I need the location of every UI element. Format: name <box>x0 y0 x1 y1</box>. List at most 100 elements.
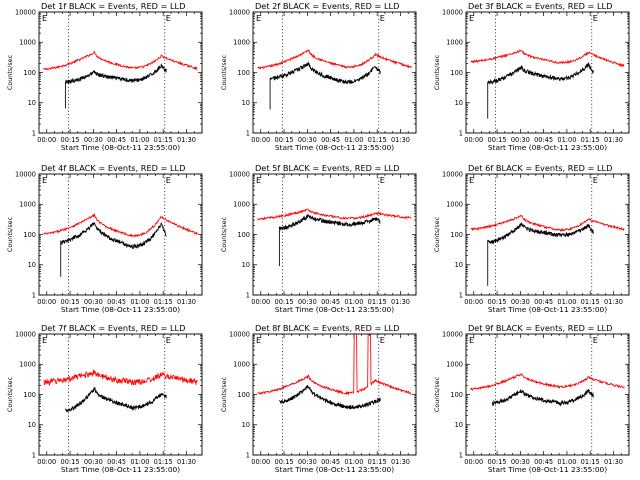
y-tick-label: 1000 <box>233 201 250 209</box>
y-tick-label: 10000 <box>229 330 250 338</box>
x-tick-label: 00:15 <box>61 136 80 144</box>
x-axis-label: Start Time (08-Oct-11 23:55:00) <box>275 305 394 314</box>
y-tick-label: 1000 <box>446 39 463 47</box>
y-tick-label: 10 <box>28 261 36 269</box>
x-tick-label: 01:30 <box>604 458 623 466</box>
y-tick-label: 10 <box>242 261 250 269</box>
plot-frame <box>465 173 630 296</box>
lld-series-line <box>257 333 412 396</box>
y-axis-label: Counts/sec <box>6 54 14 90</box>
plot-frame <box>465 333 630 456</box>
panel-title: Det 5f BLACK = Events, RED = LLD <box>255 163 399 173</box>
plot-frame <box>252 11 417 134</box>
y-tick-label: 1000 <box>446 361 463 369</box>
y-tick-label: 10000 <box>15 170 36 178</box>
y-tick-label: 10 <box>455 261 463 269</box>
x-tick-label: 00:00 <box>37 298 56 306</box>
detector-panel-6: Det 6f BLACK = Events, RED = LLD 1 10 100 10… <box>433 163 630 314</box>
x-tick-label: 00:15 <box>488 136 507 144</box>
x-tick-label: 00:30 <box>298 136 317 144</box>
plot-frame <box>38 333 203 456</box>
panel-title: Det 6f BLACK = Events, RED = LLD <box>468 163 612 173</box>
y-tick-label: 1 <box>32 451 36 459</box>
e-marker-label: E <box>256 175 261 185</box>
x-tick-label: 01:30 <box>391 458 410 466</box>
y-tick-label: 1000 <box>19 39 36 47</box>
x-tick-label: 01:30 <box>391 136 410 144</box>
e-marker-label: E <box>166 13 171 23</box>
x-tick-label: 01:00 <box>130 298 149 306</box>
y-tick-label: 1 <box>246 291 250 299</box>
detector-panel-4: Det 4f BLACK = Events, RED = LLD 1 10 100 10… <box>6 163 203 314</box>
x-tick-label: 00:30 <box>511 136 530 144</box>
x-tick-label: 01:15 <box>154 298 173 306</box>
x-tick-label: 00:00 <box>464 298 483 306</box>
y-axis-label: Counts/sec <box>433 216 441 252</box>
y-axis-label: Counts/sec <box>220 376 228 412</box>
x-axis-label: Start Time (08-Oct-11 23:55:00) <box>275 143 394 152</box>
y-tick-label: 10 <box>242 421 250 429</box>
y-tick-label: 10 <box>28 99 36 107</box>
x-tick-label: 01:15 <box>368 458 387 466</box>
x-tick-label: 01:00 <box>130 136 149 144</box>
x-tick-label: 01:00 <box>130 458 149 466</box>
events-series-line <box>269 61 381 110</box>
e-marker-label: E <box>469 13 474 23</box>
x-tick-label: 00:15 <box>275 458 294 466</box>
y-tick-label: 1 <box>32 291 36 299</box>
x-tick-label: 00:45 <box>107 136 126 144</box>
x-axis-label: Start Time (08-Oct-11 23:55:00) <box>61 305 180 314</box>
y-tick-label: 1 <box>246 451 250 459</box>
detector-panel-1: Det 1f BLACK = Events, RED = LLD 1 10 100 10… <box>6 1 203 152</box>
x-tick-label: 01:00 <box>344 298 363 306</box>
y-tick-label: 10 <box>455 421 463 429</box>
y-tick-label: 10000 <box>442 8 463 16</box>
x-tick-label: 00:15 <box>275 298 294 306</box>
x-tick-label: 00:00 <box>251 298 270 306</box>
e-marker-label: E <box>593 175 598 185</box>
y-axis-label: Counts/sec <box>220 216 228 252</box>
detector-panel-9: Det 9f BLACK = Events, RED = LLD 1 10 100 10… <box>433 323 630 474</box>
y-tick-label: 10 <box>455 99 463 107</box>
detector-panel-5: Det 5f BLACK = Events, RED = LLD 1 10 100 10… <box>220 163 417 314</box>
x-tick-label: 00:30 <box>84 298 103 306</box>
x-tick-label: 00:15 <box>488 298 507 306</box>
x-tick-label: 01:30 <box>391 298 410 306</box>
plot-frame <box>465 11 630 134</box>
e-marker-label: E <box>469 335 474 345</box>
events-series-line <box>279 384 381 410</box>
y-tick-label: 10000 <box>15 8 36 16</box>
lld-series-line <box>43 212 198 238</box>
plot-frame <box>252 173 417 296</box>
y-tick-label: 1 <box>459 129 463 137</box>
y-tick-label: 10000 <box>229 8 250 16</box>
x-tick-label: 00:15 <box>488 458 507 466</box>
lld-series-line <box>43 369 198 387</box>
y-tick-label: 1 <box>32 129 36 137</box>
e-marker-label: E <box>166 335 171 345</box>
x-tick-label: 00:00 <box>37 136 56 144</box>
y-tick-label: 1000 <box>233 39 250 47</box>
lld-series-line <box>470 49 625 68</box>
y-tick-label: 100 <box>23 391 36 399</box>
x-tick-label: 00:45 <box>534 458 553 466</box>
panel-title: Det 2f BLACK = Events, RED = LLD <box>255 1 399 11</box>
y-tick-label: 1 <box>246 129 250 137</box>
x-tick-label: 00:00 <box>251 136 270 144</box>
y-tick-label: 100 <box>23 231 36 239</box>
x-tick-label: 01:15 <box>154 458 173 466</box>
plot-frame <box>38 173 203 296</box>
y-axis-label: Counts/sec <box>6 376 14 412</box>
panel-title: Det 8f BLACK = Events, RED = LLD <box>255 323 399 333</box>
x-tick-label: 01:15 <box>581 298 600 306</box>
x-tick-label: 00:45 <box>321 298 340 306</box>
x-tick-label: 00:45 <box>107 298 126 306</box>
x-tick-label: 00:30 <box>511 458 530 466</box>
x-tick-label: 00:30 <box>84 458 103 466</box>
x-tick-label: 01:15 <box>154 136 173 144</box>
x-tick-label: 00:30 <box>298 458 317 466</box>
x-tick-label: 00:15 <box>61 458 80 466</box>
e-marker-label: E <box>166 175 171 185</box>
y-axis-label: Counts/sec <box>6 216 14 252</box>
